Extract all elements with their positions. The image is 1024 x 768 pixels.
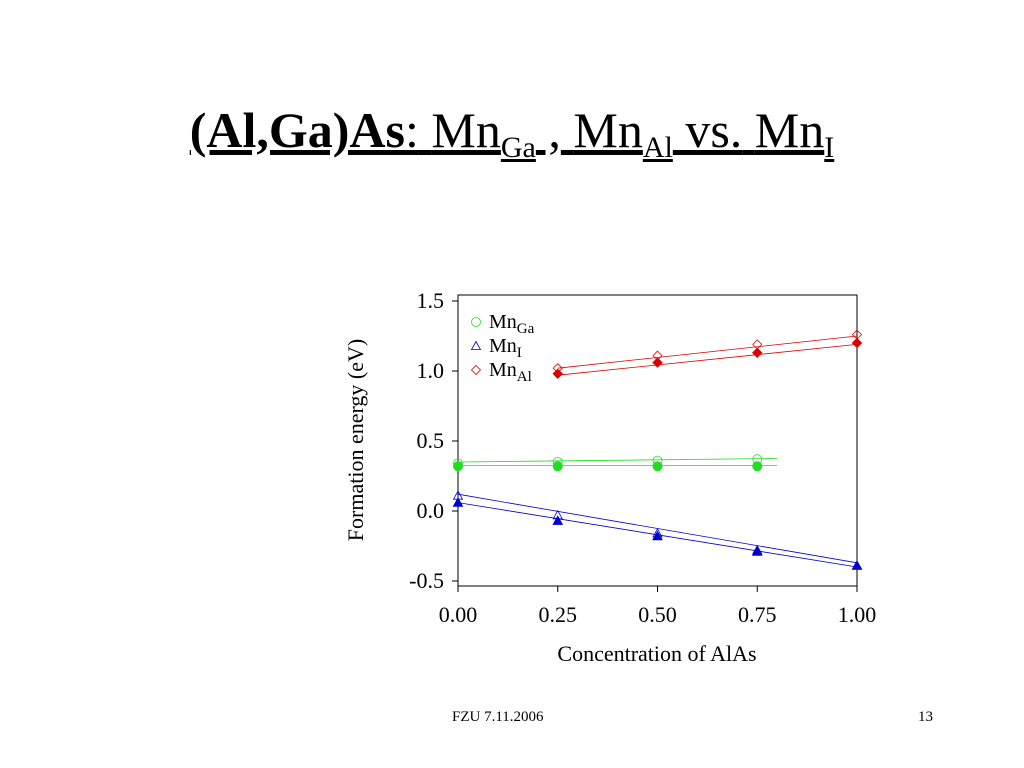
slide-title: (Al,Ga)As: MnGa , MnAl vs. MnI [0,100,1024,163]
fit-line [557,335,858,369]
title-material: (Al,Ga)As [189,102,405,158]
x-tick-label: 0.75 [738,602,777,627]
title-mn-i: Mn [754,102,825,158]
y-tick-label: 0.0 [417,498,445,523]
filled-triangle-point [452,497,464,507]
filled-diamond-point [752,347,763,359]
filled-circle-point [552,461,563,472]
filled-diamond-point [652,357,663,368]
title-sub-ga: Ga [500,131,536,164]
fit-line [557,344,858,376]
x-tick-label: 0.25 [539,602,578,627]
filled-circle-point [752,461,763,472]
filled-triangle-point [751,546,763,556]
filled-diamond-point [552,368,563,380]
legend-label-sub: Ga [517,321,535,337]
filled-diamond-point [851,337,863,349]
footer-date: FZU 7.11.2006 [452,709,544,725]
y-tick-label: 1.0 [417,358,445,383]
legend-label: MnAl [489,359,532,385]
open-diamond-point [752,339,763,350]
legend-circle-symbol [471,317,481,327]
legend-label-sub: Al [517,369,532,385]
filled-triangle-point [552,515,564,525]
data-markers [452,329,863,570]
x-tick-label: 1.00 [838,602,877,627]
x-tick-label: 0.50 [638,602,677,627]
legend-label-main: Mn [489,335,517,357]
title-vs: vs. [672,102,743,158]
legend-label-main: Mn [489,359,517,381]
filled-triangle-point [652,530,663,541]
axis-ticks: 0.00 0.25 0.50 0.75 1.00 -0.5 0.0 0.5 1.0 1.5 [409,288,876,627]
plot-frame [457,294,858,587]
legend-triangle-symbol [470,340,482,351]
title-mn-ga: Mn [431,102,501,158]
title-mn-al: Mn [573,102,643,158]
title-sub-i: I [824,131,835,164]
title-separator: , [535,102,561,158]
legend-diamond-symbol [470,364,482,376]
legend-label-main: Mn [489,311,517,333]
y-tick-label: 0.5 [417,428,445,453]
filled-circle-point [453,461,463,472]
filled-triangle-point [851,560,863,570]
page-number: 13 [918,709,933,725]
fit-line [457,458,778,463]
legend-label: MnI [489,335,522,361]
y-axis-label: Formation energy (eV) [343,339,368,541]
y-tick-label: 1.5 [417,288,445,313]
title-colon: : [405,102,419,158]
y-tick-label: -0.5 [409,568,444,593]
legend-label: MnGa [489,311,535,337]
x-tick-label: 0.00 [439,602,478,627]
title-sub-al: Al [642,131,673,164]
filled-circle-point [652,461,663,472]
legend-label-sub: I [517,345,522,361]
x-axis-label: Concentration of AlAs [557,641,756,666]
